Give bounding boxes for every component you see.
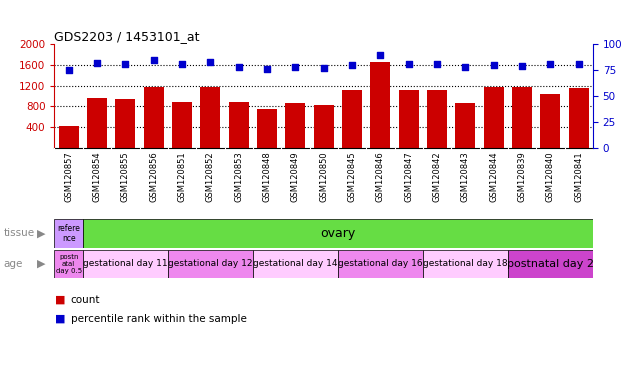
Point xyxy=(92,60,102,66)
Point xyxy=(460,64,470,70)
Bar xyxy=(512,88,532,148)
Text: gestational day 14: gestational day 14 xyxy=(253,260,338,268)
Bar xyxy=(540,94,560,148)
Point xyxy=(233,64,244,70)
Text: refere
nce: refere nce xyxy=(57,223,80,243)
Text: GSM120854: GSM120854 xyxy=(92,151,101,202)
Bar xyxy=(144,87,163,148)
Text: GSM120857: GSM120857 xyxy=(64,151,73,202)
Text: GSM120855: GSM120855 xyxy=(121,151,130,202)
Bar xyxy=(59,126,79,148)
Bar xyxy=(342,90,362,148)
Text: GDS2203 / 1453101_at: GDS2203 / 1453101_at xyxy=(54,30,200,43)
Point xyxy=(545,61,556,67)
Text: GSM120841: GSM120841 xyxy=(574,151,583,202)
Bar xyxy=(456,103,476,148)
Bar xyxy=(427,90,447,148)
Text: percentile rank within the sample: percentile rank within the sample xyxy=(71,314,246,324)
Text: gestational day 16: gestational day 16 xyxy=(338,260,422,268)
Bar xyxy=(399,90,419,148)
Bar xyxy=(253,250,338,278)
Bar xyxy=(569,88,588,148)
Text: ovary: ovary xyxy=(320,227,356,240)
Text: ■: ■ xyxy=(54,295,65,305)
Text: GSM120847: GSM120847 xyxy=(404,151,413,202)
Text: gestational day 18: gestational day 18 xyxy=(423,260,508,268)
Text: postnatal day 2: postnatal day 2 xyxy=(507,259,594,269)
Bar xyxy=(54,219,83,248)
Point xyxy=(262,66,272,72)
Text: GSM120842: GSM120842 xyxy=(433,151,442,202)
Text: GSM120853: GSM120853 xyxy=(234,151,243,202)
Bar xyxy=(54,250,83,278)
Text: postn
atal
day 0.5: postn atal day 0.5 xyxy=(56,254,81,274)
Text: gestational day 12: gestational day 12 xyxy=(168,260,253,268)
Text: ▶: ▶ xyxy=(37,228,46,238)
Bar xyxy=(338,250,423,278)
Point xyxy=(319,65,329,71)
Bar xyxy=(257,109,277,148)
Text: GSM120850: GSM120850 xyxy=(319,151,328,202)
Text: count: count xyxy=(71,295,100,305)
Point xyxy=(488,62,499,68)
Bar xyxy=(201,87,221,148)
Bar xyxy=(314,105,333,148)
Text: ▶: ▶ xyxy=(37,259,46,269)
Bar xyxy=(87,98,107,148)
Bar xyxy=(83,250,168,278)
Text: GSM120840: GSM120840 xyxy=(546,151,555,202)
Bar xyxy=(484,87,504,148)
Text: ■: ■ xyxy=(54,314,65,324)
Text: gestational day 11: gestational day 11 xyxy=(83,260,168,268)
Bar xyxy=(370,62,390,148)
Text: tissue: tissue xyxy=(3,228,35,238)
Point xyxy=(205,59,215,65)
Point xyxy=(63,67,74,73)
Text: age: age xyxy=(3,259,22,269)
Point xyxy=(517,63,527,69)
Point xyxy=(149,56,159,63)
Bar xyxy=(115,99,135,148)
Point xyxy=(574,61,584,67)
Text: GSM120845: GSM120845 xyxy=(347,151,356,202)
Text: GSM120843: GSM120843 xyxy=(461,151,470,202)
Bar xyxy=(423,250,508,278)
Point xyxy=(121,61,131,67)
Text: GSM120839: GSM120839 xyxy=(517,151,526,202)
Text: GSM120849: GSM120849 xyxy=(291,151,300,202)
Text: GSM120852: GSM120852 xyxy=(206,151,215,202)
Text: GSM120846: GSM120846 xyxy=(376,151,385,202)
Bar xyxy=(285,103,305,148)
Point xyxy=(375,51,385,58)
Point xyxy=(404,61,414,67)
Point xyxy=(290,64,301,70)
Point xyxy=(177,61,187,67)
Text: GSM120856: GSM120856 xyxy=(149,151,158,202)
Bar xyxy=(172,102,192,148)
Point xyxy=(432,61,442,67)
Point xyxy=(347,62,357,68)
Text: GSM120848: GSM120848 xyxy=(263,151,272,202)
Bar xyxy=(508,250,593,278)
Bar xyxy=(229,102,249,148)
Bar xyxy=(168,250,253,278)
Text: GSM120844: GSM120844 xyxy=(489,151,498,202)
Text: GSM120851: GSM120851 xyxy=(178,151,187,202)
